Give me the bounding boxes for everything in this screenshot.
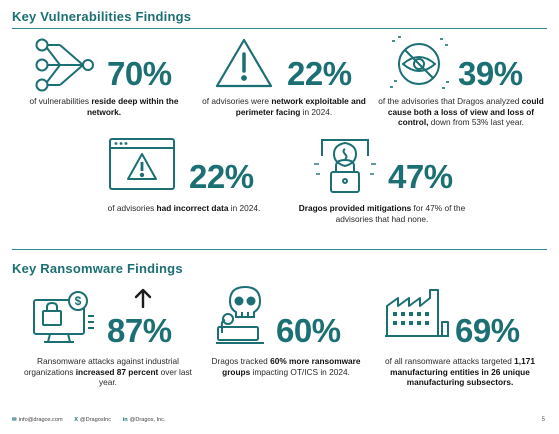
stat-69-value: 69% bbox=[455, 312, 520, 349]
caption-segment: over last year. bbox=[99, 366, 192, 388]
skull-hacker-icon bbox=[214, 283, 276, 347]
footer-email[interactable]: info@dragos.com bbox=[18, 417, 63, 423]
stat-22-data-value: 22% bbox=[189, 158, 254, 195]
caption-segment: of all ransomware attacks targeted bbox=[385, 356, 515, 366]
caption-segment: increased 87 percent bbox=[75, 366, 159, 377]
warning-triangle-icon bbox=[214, 37, 274, 89]
stat-39-value: 39% bbox=[458, 55, 523, 92]
caption-segment: Dragos tracked bbox=[211, 356, 271, 366]
caption-segment: 1,171 manufacturing entities in 26 uniqu… bbox=[390, 356, 535, 387]
browser-warning-icon bbox=[108, 137, 176, 191]
ransomware-computer-icon: $ bbox=[32, 290, 96, 346]
caption-segment: of the advisories that Dragos analyzed bbox=[378, 96, 522, 106]
caption-segment: 60% more ransomware groups bbox=[222, 356, 361, 377]
hidden-eye-icon bbox=[388, 35, 450, 93]
stat-87-value: 87% bbox=[107, 312, 172, 349]
caption-segment: in 2024. bbox=[300, 106, 333, 117]
linkedin-icon: in bbox=[122, 417, 128, 423]
ransomware-section-title: Key Ransomware Findings bbox=[12, 261, 183, 276]
caption-segment: of advisories bbox=[107, 203, 157, 213]
vulnerabilities-section-title: Key Vulnerabilities Findings bbox=[12, 9, 192, 24]
caption-segment: down from 53% last year. bbox=[428, 117, 524, 127]
stat-69-caption: of all ransomware attacks targeted 1,171… bbox=[372, 356, 548, 388]
stat-70-caption: of vulnerabilities reside deep within th… bbox=[24, 96, 184, 117]
stat-22-data-caption: of advisories had incorrect data in 2024… bbox=[96, 203, 272, 214]
caption-segment: of vulnerabilities bbox=[29, 96, 92, 106]
caption-segment: Ransomware attacks against industrial or… bbox=[24, 356, 180, 377]
stat-47-value: 47% bbox=[388, 158, 453, 195]
network-nodes-icon bbox=[30, 36, 96, 94]
increase-arrow-icon bbox=[134, 288, 152, 308]
caption-segment: network exploitable and perimeter facing bbox=[235, 96, 366, 117]
footer-contacts: ✉ info@dragos.com X @DragosInc in @Dragos, … bbox=[12, 417, 166, 423]
stat-22-network-value: 22% bbox=[287, 55, 352, 92]
footer-linkedin[interactable]: @Dragos, Inc. bbox=[129, 417, 166, 423]
ransomware-divider bbox=[12, 249, 547, 250]
x-logo-icon: X bbox=[74, 417, 78, 423]
locked-laptop-icon bbox=[312, 134, 378, 196]
stat-60-value: 60% bbox=[276, 312, 341, 349]
caption-segment: reside deep within the network. bbox=[86, 96, 179, 117]
factory-icon bbox=[384, 288, 450, 338]
stat-39-caption: of the advisories that Dragos analyzed c… bbox=[376, 96, 546, 128]
caption-segment: impacting OT/ICS in 2024. bbox=[250, 366, 350, 377]
caption-segment: Dragos provided mitigations bbox=[298, 203, 412, 213]
stat-47-caption: Dragos provided mitigations for 47% of t… bbox=[292, 203, 472, 224]
caption-segment: in 2024. bbox=[228, 203, 261, 213]
svg-text:$: $ bbox=[75, 294, 82, 308]
page-number: 5 bbox=[541, 417, 545, 423]
stat-22-network-caption: of advisories were network exploitable a… bbox=[196, 96, 372, 117]
caption-segment: of advisories were bbox=[202, 96, 272, 106]
caption-segment: could cause both a loss of view and loss… bbox=[387, 96, 544, 127]
caption-segment: for 47% of the advisories that had none. bbox=[335, 203, 466, 224]
stat-70-value: 70% bbox=[107, 55, 172, 92]
stat-60-caption: Dragos tracked 60% more ransomware group… bbox=[202, 356, 370, 377]
stat-87-caption: Ransomware attacks against industrial or… bbox=[22, 356, 194, 388]
email-icon: ✉ bbox=[12, 417, 17, 423]
footer-x-handle[interactable]: @DragosInc bbox=[79, 417, 112, 423]
vulnerabilities-divider bbox=[12, 28, 547, 29]
caption-segment: had incorrect data bbox=[156, 203, 229, 213]
